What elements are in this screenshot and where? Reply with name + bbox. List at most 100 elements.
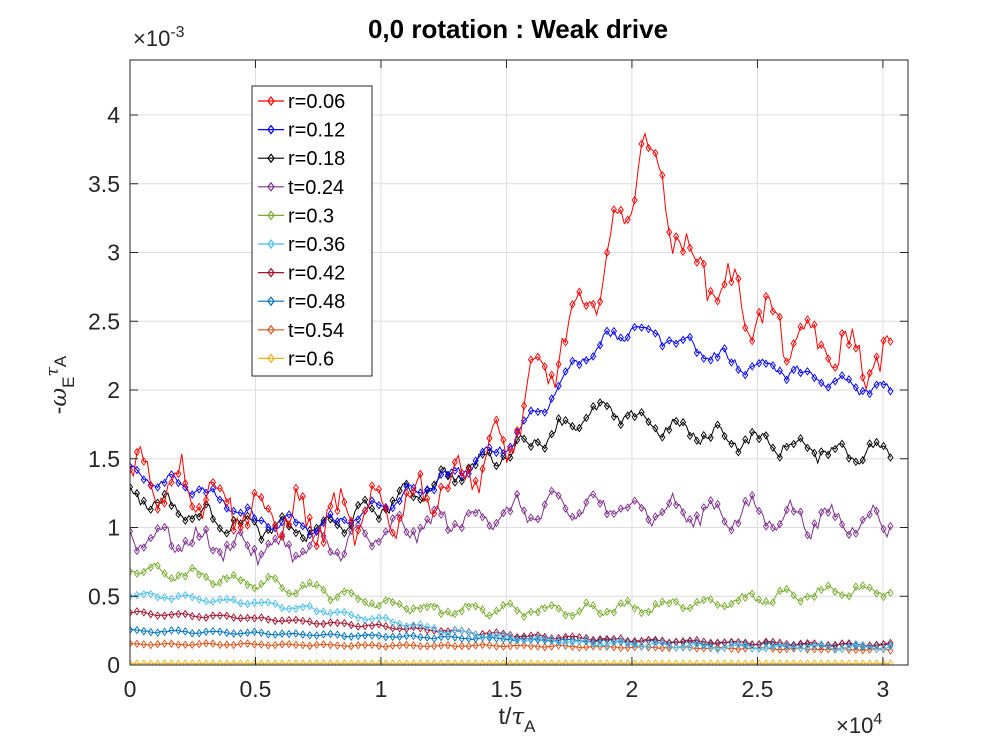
data-point: [230, 613, 237, 622]
data-point: [548, 486, 555, 496]
data-point: [493, 448, 500, 458]
data-point: [804, 592, 811, 602]
data-point: [168, 470, 175, 479]
data-point: [334, 607, 341, 617]
data-point: [396, 641, 403, 650]
data-point: [389, 514, 396, 523]
data-point: [569, 637, 576, 647]
data-point: [610, 509, 617, 519]
data-point: [202, 572, 210, 582]
data-point: [465, 641, 472, 651]
data-point: [209, 579, 217, 589]
data-point: [728, 659, 735, 665]
data-point: [610, 326, 617, 336]
data-point: [776, 645, 783, 655]
x-tick-label: 2.5: [741, 676, 773, 702]
data-point: [451, 659, 458, 665]
data-point: [520, 640, 528, 650]
data-point: [182, 479, 189, 488]
data-point: [133, 659, 140, 665]
data-point: [382, 642, 389, 651]
data-point: [562, 632, 569, 642]
data-point: [285, 639, 293, 649]
data-point: [707, 659, 714, 665]
data-point: [444, 471, 452, 481]
data-point: [534, 631, 541, 640]
data-point: [279, 640, 286, 649]
data-point: [514, 659, 521, 665]
data-point: [797, 643, 804, 653]
data-point: [403, 604, 410, 614]
data-point: [749, 361, 756, 371]
data-point: [597, 398, 604, 407]
data-point: [189, 640, 196, 650]
data-point: [223, 659, 230, 665]
data-point: [783, 659, 790, 665]
data-point: [866, 510, 873, 519]
x-tick-label: 3: [877, 676, 890, 702]
data-point: [838, 659, 846, 665]
data-point: [375, 514, 382, 524]
data-point: [216, 524, 223, 533]
data-point: [272, 616, 279, 626]
data-point: [811, 659, 818, 665]
data-point: [417, 604, 424, 613]
data-point: [818, 640, 825, 649]
data-point: [368, 614, 376, 624]
data-point: [721, 517, 728, 526]
data-point: [465, 659, 472, 665]
data-point: [721, 280, 728, 289]
data-point: [175, 626, 182, 635]
data-point: [873, 437, 880, 447]
data-point: [230, 640, 237, 650]
x-tick-label: 0.5: [239, 676, 271, 702]
data-point: [327, 595, 334, 605]
data-point: [797, 322, 804, 331]
data-point: [265, 539, 272, 548]
data-point: [541, 408, 548, 417]
data-point: [438, 609, 445, 619]
legend-marker: [267, 296, 275, 307]
data-point: [783, 641, 790, 650]
data-point: [258, 579, 265, 589]
data-point: [251, 598, 258, 607]
data-point: [320, 619, 327, 629]
data-point: [631, 604, 638, 613]
data-point: [375, 601, 382, 611]
data-point: [140, 626, 147, 636]
data-point: [272, 599, 279, 608]
data-point: [610, 205, 617, 214]
data-point: [631, 640, 638, 649]
data-point: [783, 357, 790, 366]
data-point: [652, 329, 659, 338]
data-point: [749, 659, 756, 665]
data-point: [279, 517, 286, 527]
data-point: [825, 354, 832, 363]
data-point: [783, 442, 790, 452]
data-point: [832, 587, 839, 596]
series-line: [130, 131, 891, 548]
data-point: [624, 639, 631, 649]
data-point: [348, 516, 355, 526]
data-point: [562, 504, 569, 513]
data-point: [776, 519, 783, 529]
data-point: [569, 356, 576, 366]
data-point: [880, 524, 887, 534]
data-point: [500, 600, 507, 610]
data-point: [209, 639, 217, 648]
data-point: [838, 329, 846, 338]
data-point: [320, 585, 327, 595]
data-point: [700, 641, 707, 650]
data-point: [631, 412, 638, 422]
data-point: [196, 570, 203, 579]
data-point: [756, 639, 763, 649]
data-point: [223, 574, 230, 583]
data-point: [859, 581, 866, 590]
data-point: [223, 540, 230, 550]
data-point: [735, 639, 742, 649]
data-point: [583, 413, 590, 423]
legend-marker: [267, 124, 275, 135]
data-point: [493, 642, 500, 651]
data-point: [265, 597, 272, 607]
data-point: [735, 274, 742, 284]
